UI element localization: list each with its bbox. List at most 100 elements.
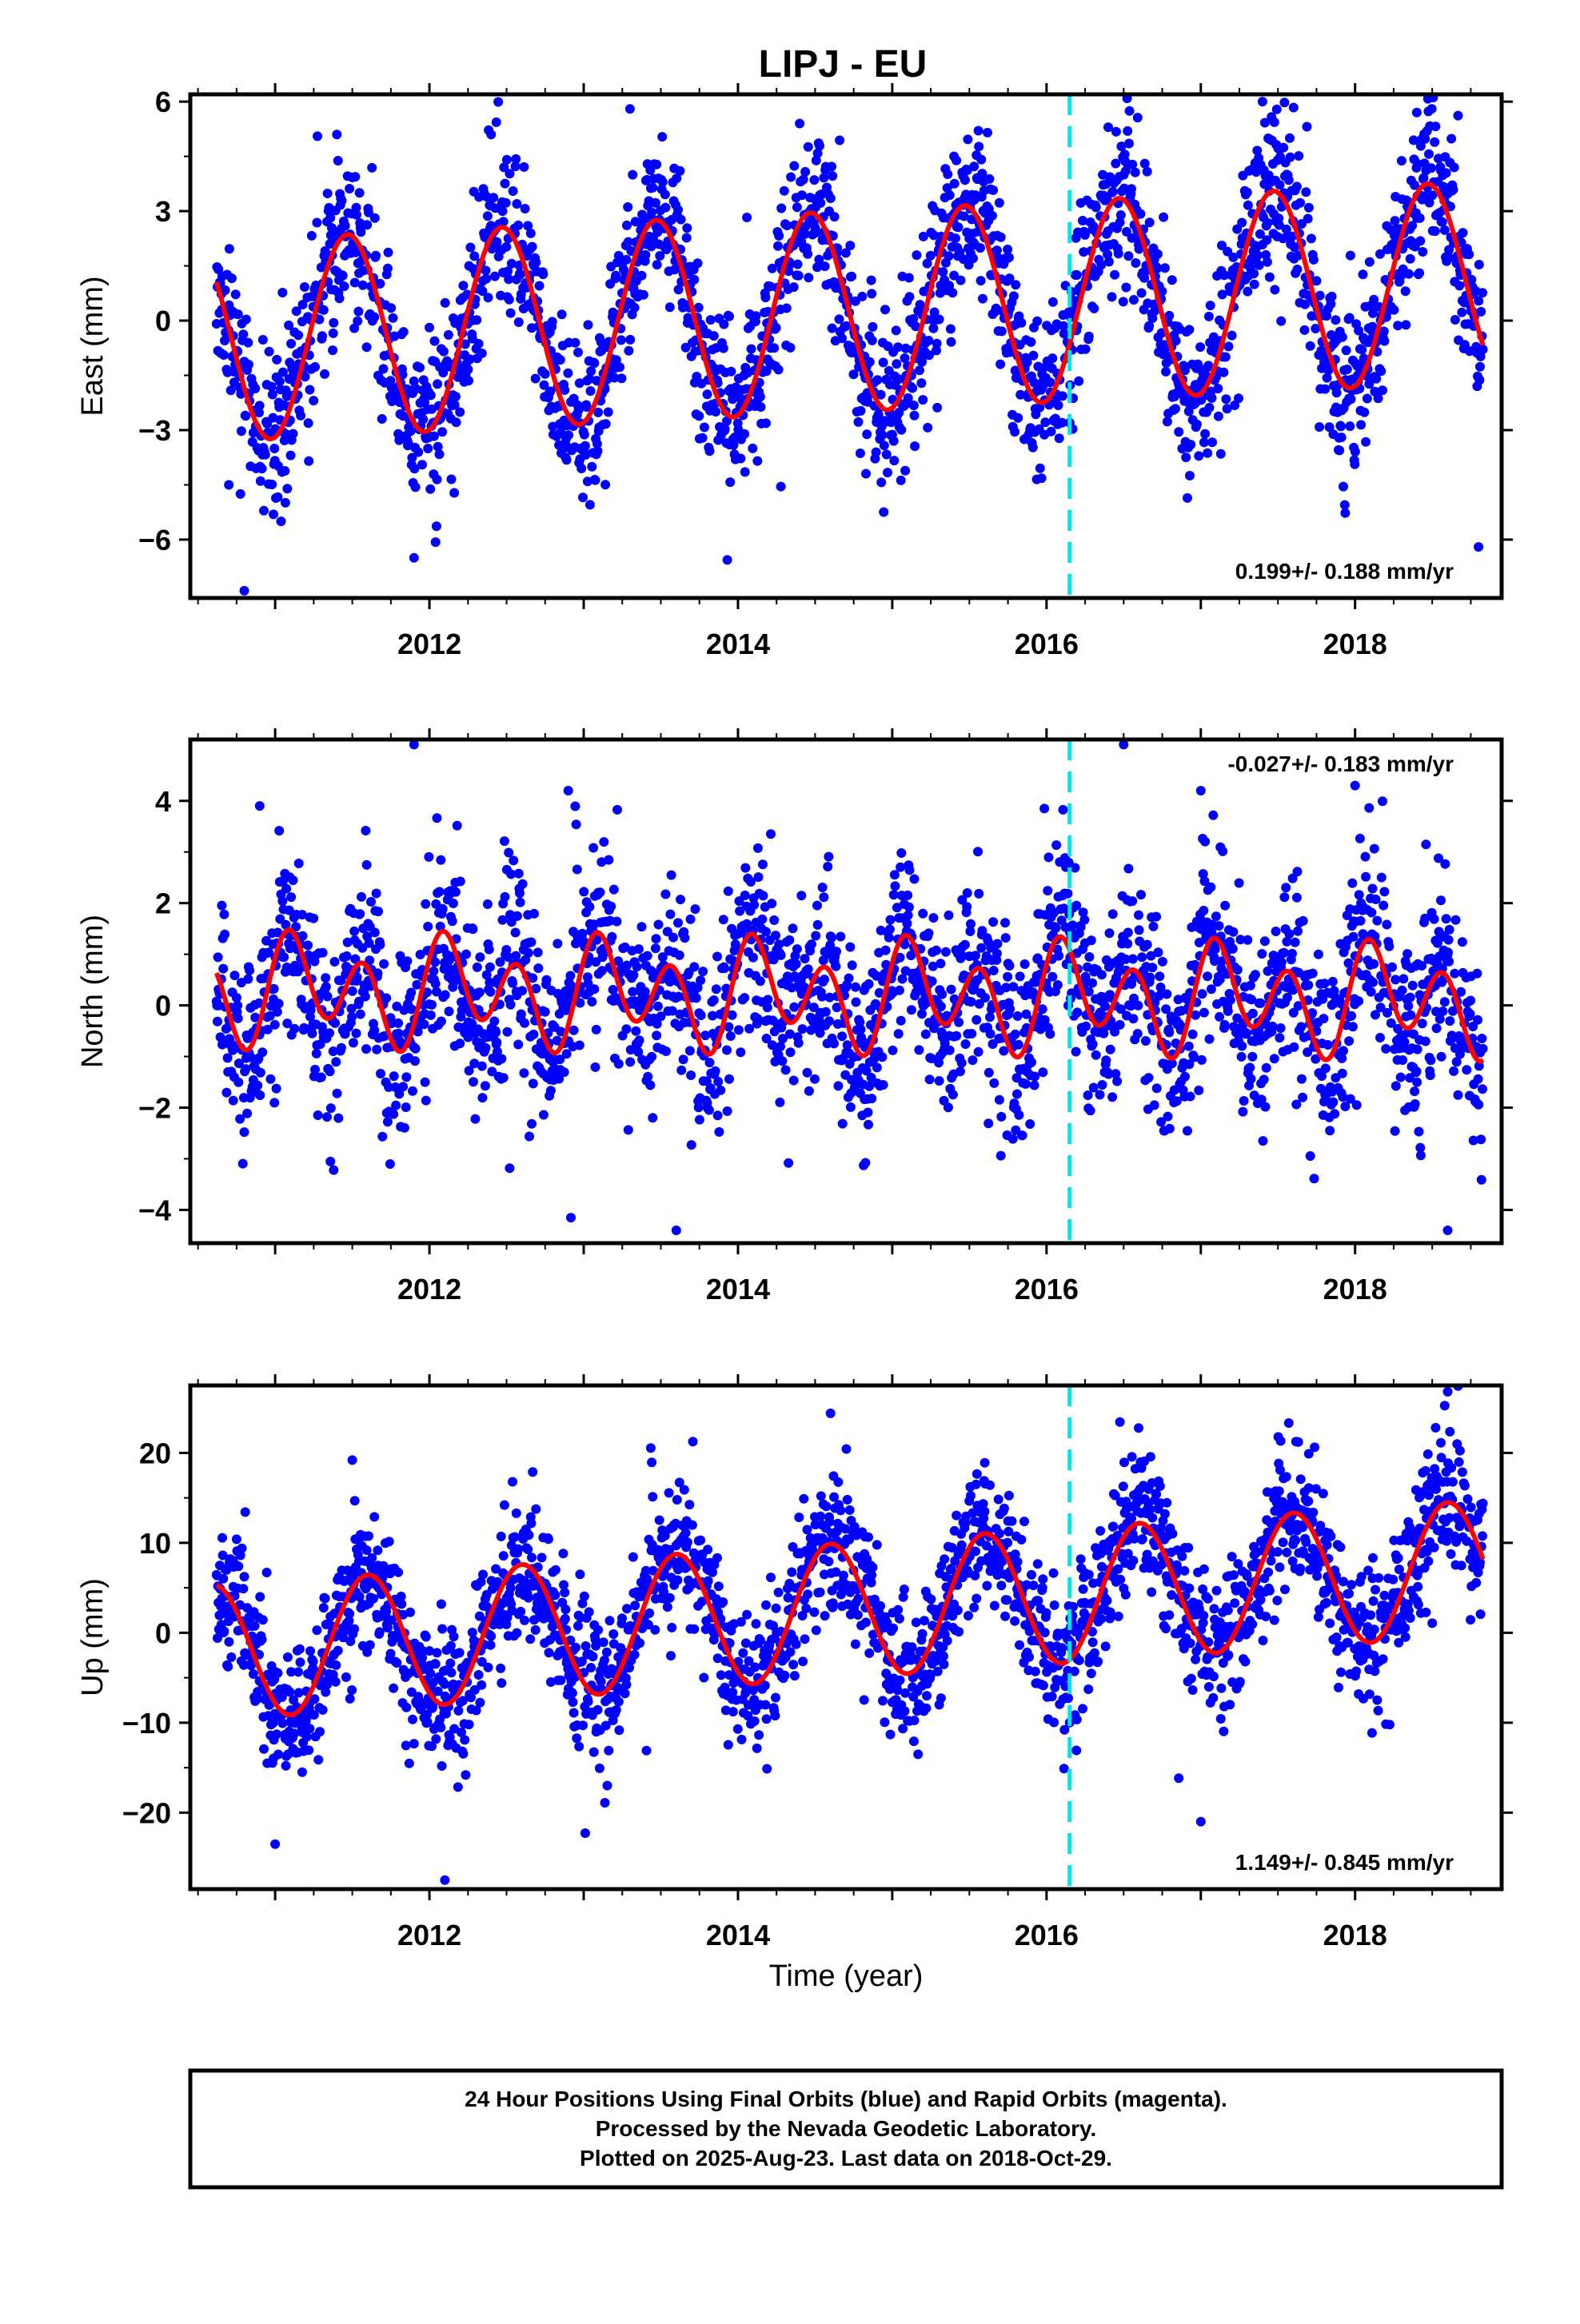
data-point — [816, 198, 825, 208]
data-point — [218, 964, 228, 974]
data-point — [976, 276, 986, 285]
data-point — [519, 162, 529, 172]
y-tick-label: 0 — [155, 990, 171, 1022]
data-point — [1108, 909, 1118, 919]
data-point — [379, 959, 389, 969]
data-point — [240, 1572, 249, 1581]
data-point — [261, 450, 270, 460]
data-point — [286, 892, 296, 902]
data-point — [258, 335, 268, 345]
data-point — [1284, 175, 1294, 185]
data-point — [1088, 1039, 1098, 1049]
data-point — [505, 295, 514, 305]
data-point — [1340, 508, 1350, 518]
data-point — [1368, 884, 1378, 894]
data-point — [792, 202, 802, 212]
data-point — [872, 1062, 882, 1072]
data-point — [1051, 840, 1061, 850]
data-point — [377, 414, 387, 424]
data-point — [423, 922, 433, 931]
data-point — [1312, 276, 1322, 285]
data-point — [1349, 932, 1359, 942]
data-point — [569, 1026, 579, 1035]
data-point — [761, 927, 771, 937]
data-point — [962, 902, 972, 911]
data-point — [837, 1031, 847, 1041]
data-point — [932, 403, 942, 413]
data-point — [286, 451, 296, 460]
data-point — [660, 203, 670, 213]
data-point — [937, 990, 947, 999]
data-point — [1086, 1106, 1095, 1115]
data-point — [892, 359, 901, 369]
data-point — [867, 276, 876, 285]
data-point — [719, 915, 728, 924]
data-point — [652, 260, 662, 269]
data-point — [542, 975, 552, 985]
data-point — [313, 1110, 323, 1120]
data-point — [426, 390, 436, 400]
data-point — [477, 1093, 487, 1102]
data-point — [616, 373, 626, 383]
data-point — [645, 1080, 655, 1090]
data-point — [824, 1016, 834, 1026]
data-point — [1403, 1001, 1413, 1011]
data-point — [1335, 445, 1344, 455]
data-point — [1301, 187, 1311, 197]
data-point — [1437, 1052, 1446, 1062]
data-point — [257, 1635, 267, 1644]
data-point — [1320, 979, 1330, 988]
data-point — [798, 1024, 808, 1034]
data-point — [1474, 375, 1484, 385]
data-point — [760, 293, 770, 302]
data-point — [689, 962, 699, 971]
data-point — [361, 826, 370, 835]
data-point — [1194, 1086, 1203, 1095]
data-point — [1242, 1028, 1251, 1038]
data-point — [425, 484, 435, 494]
data-point — [1408, 981, 1418, 991]
data-point — [1369, 959, 1379, 969]
data-point — [705, 446, 715, 456]
data-point — [1474, 1074, 1483, 1084]
data-point — [712, 952, 722, 962]
data-point — [918, 395, 928, 405]
data-point — [635, 1035, 644, 1045]
data-point — [318, 948, 328, 958]
data-point — [872, 375, 882, 385]
data-point — [1008, 1134, 1018, 1144]
data-point — [389, 1110, 398, 1119]
data-point — [630, 303, 640, 313]
data-point — [529, 1030, 538, 1039]
data-point — [225, 244, 234, 253]
data-point — [995, 198, 1004, 208]
data-point — [1466, 1009, 1475, 1018]
data-point — [1028, 987, 1038, 997]
data-point — [1478, 1044, 1488, 1054]
y-tick-label: −4 — [138, 1194, 171, 1226]
x-tick-label: 2018 — [1323, 1273, 1387, 1306]
data-point — [481, 1081, 490, 1090]
data-point — [824, 852, 833, 862]
data-point — [988, 917, 998, 927]
data-point — [752, 1014, 762, 1023]
data-point — [1237, 1052, 1247, 1062]
data-point — [1430, 122, 1440, 131]
data-point — [1413, 1045, 1422, 1054]
data-point — [1342, 345, 1351, 355]
data-point — [1238, 1107, 1247, 1117]
data-point — [1237, 218, 1247, 228]
data-point — [213, 1017, 222, 1026]
data-point — [516, 898, 525, 907]
data-point — [1277, 958, 1287, 967]
data-point — [846, 1102, 856, 1112]
data-point — [371, 251, 381, 261]
data-point — [654, 920, 664, 930]
data-point — [274, 826, 284, 835]
data-point — [752, 311, 761, 321]
data-point — [1474, 1100, 1483, 1110]
data-point — [996, 1112, 1006, 1122]
data-point — [796, 891, 806, 900]
x-tick-label: 2012 — [397, 1273, 461, 1306]
data-point — [720, 963, 729, 973]
